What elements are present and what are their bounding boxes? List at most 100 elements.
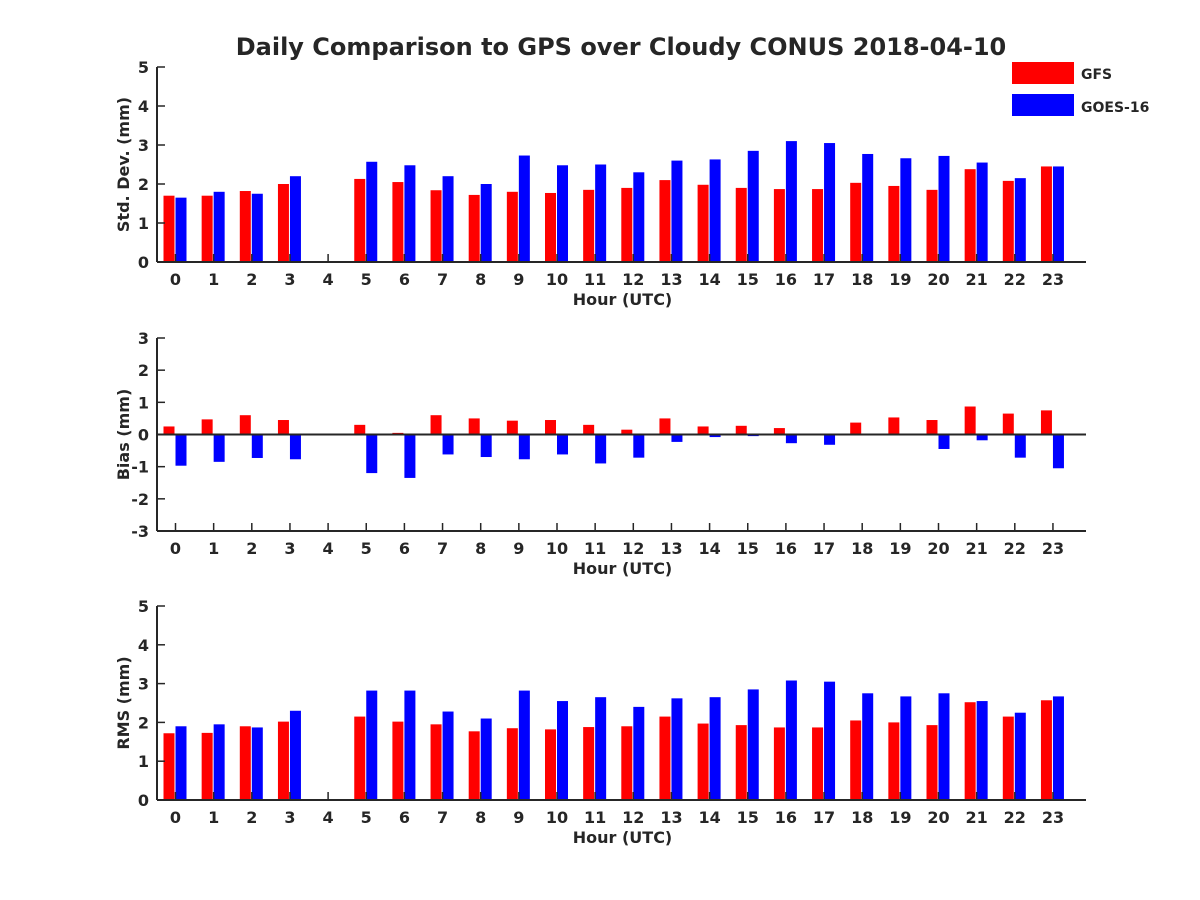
bar-gfs-hour-14 xyxy=(697,184,709,262)
bar-goes-16-hour-9 xyxy=(518,690,530,800)
bar-goes-16-hour-15 xyxy=(747,150,759,262)
bar-gfs-hour-10 xyxy=(545,729,556,800)
x-tick-label: 13 xyxy=(660,539,682,558)
x-tick-label: 23 xyxy=(1042,808,1064,827)
y-tick-label: 1 xyxy=(138,393,149,412)
x-tick-label: 10 xyxy=(546,270,568,289)
bar-gfs-hour-15 xyxy=(735,725,747,800)
bar-gfs-hour-1 xyxy=(201,732,213,800)
bar-gfs-hour-23 xyxy=(1040,166,1052,262)
x-tick-label: 5 xyxy=(361,270,372,289)
bar-gfs-hour-13 xyxy=(659,716,671,800)
y-tick-label: 1 xyxy=(138,752,149,771)
x-tick-label: 1 xyxy=(208,270,219,289)
bar-goes-16-hour-7 xyxy=(442,176,454,262)
x-tick-label: 18 xyxy=(851,808,873,827)
x-tick-label: 2 xyxy=(246,808,257,827)
bar-gfs-hour-10 xyxy=(545,192,556,262)
x-tick-label: 20 xyxy=(927,539,949,558)
bar-goes-16-hour-22 xyxy=(1014,434,1026,458)
bar-gfs-hour-1 xyxy=(201,419,213,435)
bar-gfs-hour-17 xyxy=(812,727,824,800)
x-tick-label: 11 xyxy=(584,539,606,558)
x-axis-label: Hour (UTC) xyxy=(573,828,673,847)
bar-gfs-hour-8 xyxy=(468,194,480,262)
bar-goes-16-hour-16 xyxy=(785,141,797,262)
y-tick-label: 0 xyxy=(138,791,149,810)
bar-goes-16-hour-20 xyxy=(938,693,950,800)
x-tick-label: 19 xyxy=(889,270,911,289)
bar-gfs-hour-11 xyxy=(583,189,595,262)
x-tick-label: 22 xyxy=(1004,539,1026,558)
bar-goes-16-hour-22 xyxy=(1014,712,1026,800)
bar-gfs-hour-21 xyxy=(964,702,976,800)
y-tick-label: 4 xyxy=(138,97,149,116)
x-tick-label: 15 xyxy=(737,539,759,558)
y-axis-label: Std. Dev. (mm) xyxy=(114,97,133,232)
x-tick-label: 9 xyxy=(513,808,524,827)
chart-title: Daily Comparison to GPS over Cloudy CONU… xyxy=(236,33,1007,61)
legend-swatch-gfs xyxy=(1012,62,1074,84)
x-tick-label: 8 xyxy=(475,808,486,827)
bar-gfs-hour-6 xyxy=(392,182,404,262)
bar-gfs-hour-15 xyxy=(735,425,747,435)
bar-gfs-hour-20 xyxy=(926,189,938,262)
y-tick-label: 4 xyxy=(138,636,149,655)
bar-gfs-hour-5 xyxy=(354,178,366,262)
bar-goes-16-hour-14 xyxy=(709,697,721,800)
bar-goes-16-hour-11 xyxy=(595,697,607,800)
x-tick-label: 15 xyxy=(737,270,759,289)
bar-gfs-hour-1 xyxy=(201,195,213,262)
y-tick-label: -3 xyxy=(131,522,149,541)
x-tick-label: 4 xyxy=(323,539,334,558)
x-tick-label: 15 xyxy=(737,808,759,827)
y-axis-label: RMS (mm) xyxy=(114,656,133,749)
bar-gfs-hour-18 xyxy=(850,720,862,800)
bar-goes-16-hour-14 xyxy=(709,159,721,262)
bar-goes-16-hour-23 xyxy=(1052,434,1064,469)
bar-goes-16-hour-19 xyxy=(900,696,912,800)
x-tick-label: 6 xyxy=(399,808,410,827)
y-tick-label: -1 xyxy=(131,458,149,477)
x-tick-label: 14 xyxy=(698,270,720,289)
bar-gfs-hour-16 xyxy=(773,189,785,262)
x-tick-label: 7 xyxy=(437,539,448,558)
bar-goes-16-hour-0 xyxy=(175,434,187,466)
bar-goes-16-hour-3 xyxy=(289,710,301,800)
bar-gfs-hour-8 xyxy=(468,418,480,435)
bar-gfs-hour-3 xyxy=(277,721,289,800)
bar-goes-16-hour-9 xyxy=(518,155,530,262)
bar-goes-16-hour-6 xyxy=(404,690,416,800)
bar-gfs-hour-18 xyxy=(850,422,862,435)
bar-gfs-hour-12 xyxy=(621,429,633,435)
y-tick-label: 3 xyxy=(138,136,149,155)
x-axis-label: Hour (UTC) xyxy=(573,559,673,578)
bar-goes-16-hour-16 xyxy=(785,680,797,800)
x-tick-label: 17 xyxy=(813,539,835,558)
legend-label-gfs: GFS xyxy=(1081,67,1112,83)
bar-gfs-hour-21 xyxy=(964,406,976,435)
bar-goes-16-hour-7 xyxy=(442,711,454,800)
bar-gfs-hour-12 xyxy=(621,726,633,800)
y-tick-label: 5 xyxy=(138,58,149,77)
bar-gfs-hour-20 xyxy=(926,725,938,800)
bar-gfs-hour-5 xyxy=(354,716,366,800)
x-tick-label: 12 xyxy=(622,270,644,289)
x-tick-label: 4 xyxy=(323,808,334,827)
bar-gfs-hour-10 xyxy=(545,420,556,435)
legend: GFS GOES-16 xyxy=(1012,62,1149,116)
x-tick-label: 22 xyxy=(1004,270,1026,289)
bar-gfs-hour-12 xyxy=(621,187,633,262)
x-tick-label: 0 xyxy=(170,808,181,827)
x-tick-label: 1 xyxy=(208,808,219,827)
x-tick-label: 6 xyxy=(399,539,410,558)
legend-swatch-goes-16 xyxy=(1012,94,1074,116)
x-tick-label: 17 xyxy=(813,808,835,827)
y-tick-label: 2 xyxy=(138,175,149,194)
bar-goes-16-hour-17 xyxy=(824,681,836,800)
bar-gfs-hour-16 xyxy=(773,727,785,800)
bar-gfs-hour-22 xyxy=(1002,716,1014,800)
bar-gfs-hour-22 xyxy=(1002,413,1014,435)
